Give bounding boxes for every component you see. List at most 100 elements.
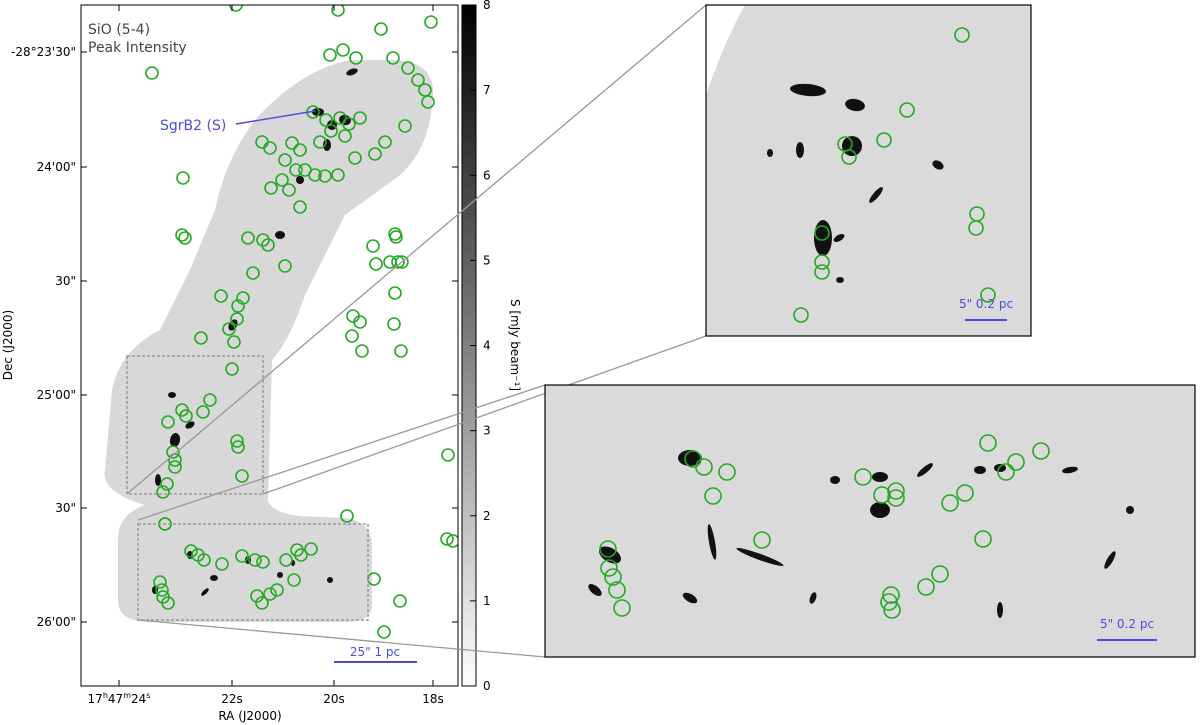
source-marker <box>179 409 193 423</box>
line-subtitle: Peak Intensity <box>88 40 187 56</box>
source-marker <box>324 124 338 138</box>
y-tick-label: 30" <box>55 501 76 515</box>
emission-blob <box>168 392 176 398</box>
source-marker <box>175 228 189 242</box>
source-marker <box>153 575 167 589</box>
colorbar: 0 1 2 3 4 5 6 7 8 S [mJy beam⁻¹] <box>461 0 522 693</box>
source-marker <box>600 559 618 577</box>
emission-blob <box>809 592 817 604</box>
emission-blob <box>932 160 944 170</box>
emission-blob <box>917 463 933 477</box>
source-marker <box>395 255 409 269</box>
emission-blob <box>682 592 698 604</box>
source-marker <box>882 586 900 604</box>
source-marker <box>231 440 245 454</box>
emission-blob <box>997 602 1003 618</box>
source-marker <box>270 583 284 597</box>
y-axis-label: Dec (J2000) <box>1 310 15 380</box>
inset-upper-scale-label: 5" 0.2 pc <box>959 297 1013 311</box>
emission-blob <box>277 572 283 578</box>
source-marker <box>917 578 935 596</box>
colorbar-tick-label: 2 <box>483 509 491 523</box>
source-marker <box>997 463 1015 481</box>
y-tick-label: 30" <box>55 274 76 288</box>
source-marker <box>1007 453 1025 471</box>
emission-blob <box>1062 466 1078 474</box>
emission-blob <box>327 577 333 583</box>
colorbar-ticks: 0 1 2 3 4 5 6 7 8 <box>470 0 491 693</box>
source-marker <box>235 469 249 483</box>
source-marker <box>293 200 307 214</box>
source-marker <box>345 329 359 343</box>
y-tick: 26'00" <box>37 615 458 629</box>
source-marker <box>374 22 388 36</box>
source-marker <box>194 331 208 345</box>
source-marker <box>176 171 190 185</box>
source-marker <box>979 434 997 452</box>
source-marker <box>215 557 229 571</box>
source-marker <box>599 540 617 558</box>
source-marker <box>289 163 303 177</box>
y-tick: 24'00" <box>37 160 458 174</box>
colorbar-label: S [mJy beam⁻¹] <box>508 299 522 391</box>
inset-lower-scale-label: 5" 0.2 pc <box>1100 617 1154 631</box>
source-marker <box>323 48 337 62</box>
source-marker <box>235 549 249 563</box>
source-marker <box>931 565 949 583</box>
emission-blob <box>707 524 717 560</box>
zoom-connectors <box>126 4 707 658</box>
source-marker <box>278 153 292 167</box>
source-marker <box>424 15 438 29</box>
x-axis: 17h47m24s 22s 20s 18s <box>88 5 444 706</box>
zoom-box-lower <box>137 523 369 621</box>
source-marker <box>887 482 905 500</box>
emission-blob <box>830 476 840 484</box>
source-marker <box>393 594 407 608</box>
source-marker <box>880 593 898 611</box>
source-marker <box>214 289 228 303</box>
emission-blob <box>210 575 218 581</box>
source-marker <box>203 393 217 407</box>
source-marker <box>304 542 318 556</box>
source-marker <box>814 264 830 280</box>
emission-blob <box>185 421 195 429</box>
source-marker <box>369 257 383 271</box>
emission-blob <box>994 464 1006 472</box>
source-marker <box>814 254 830 270</box>
source-marker <box>227 335 241 349</box>
source-marker <box>293 143 307 157</box>
colorbar-tick-label: 7 <box>483 83 491 97</box>
inset-upper: 5" 0.2 pc <box>705 4 1032 337</box>
x-tick-label: 22s <box>221 692 243 706</box>
emission-blob <box>833 234 845 242</box>
main-map-panel: SiO (5-4) Peak Intensity SgrB2 (S) 25" 1… <box>1 4 459 723</box>
source-marker <box>377 625 391 639</box>
source-marker <box>411 73 425 87</box>
source-marker <box>386 51 400 65</box>
inset-lower-emission <box>588 450 1134 618</box>
source-marker <box>398 119 412 133</box>
source-marker <box>230 312 244 326</box>
source-marker <box>229 5 243 12</box>
source-marker <box>264 181 278 195</box>
source-marker <box>231 299 245 313</box>
inset-lower: 5" 0.2 pc <box>544 384 1196 658</box>
emission-blob <box>790 83 826 97</box>
source-marker <box>275 173 289 187</box>
source-marker <box>230 434 244 448</box>
source-marker <box>368 147 382 161</box>
emission-blob <box>275 231 285 239</box>
source-marker <box>338 129 352 143</box>
source-pointer <box>235 110 316 125</box>
source-marker <box>608 581 626 599</box>
source-marker <box>278 259 292 273</box>
source-marker <box>331 5 345 17</box>
source-marker <box>285 136 299 150</box>
y-tick: 30" <box>55 274 458 288</box>
emission-blob <box>201 588 209 596</box>
source-marker <box>887 489 905 507</box>
y-tick: 30" <box>55 501 458 515</box>
source-marker <box>294 548 308 562</box>
x-tick: 17h47m24s <box>88 5 150 706</box>
main-plot-frame <box>80 4 459 687</box>
